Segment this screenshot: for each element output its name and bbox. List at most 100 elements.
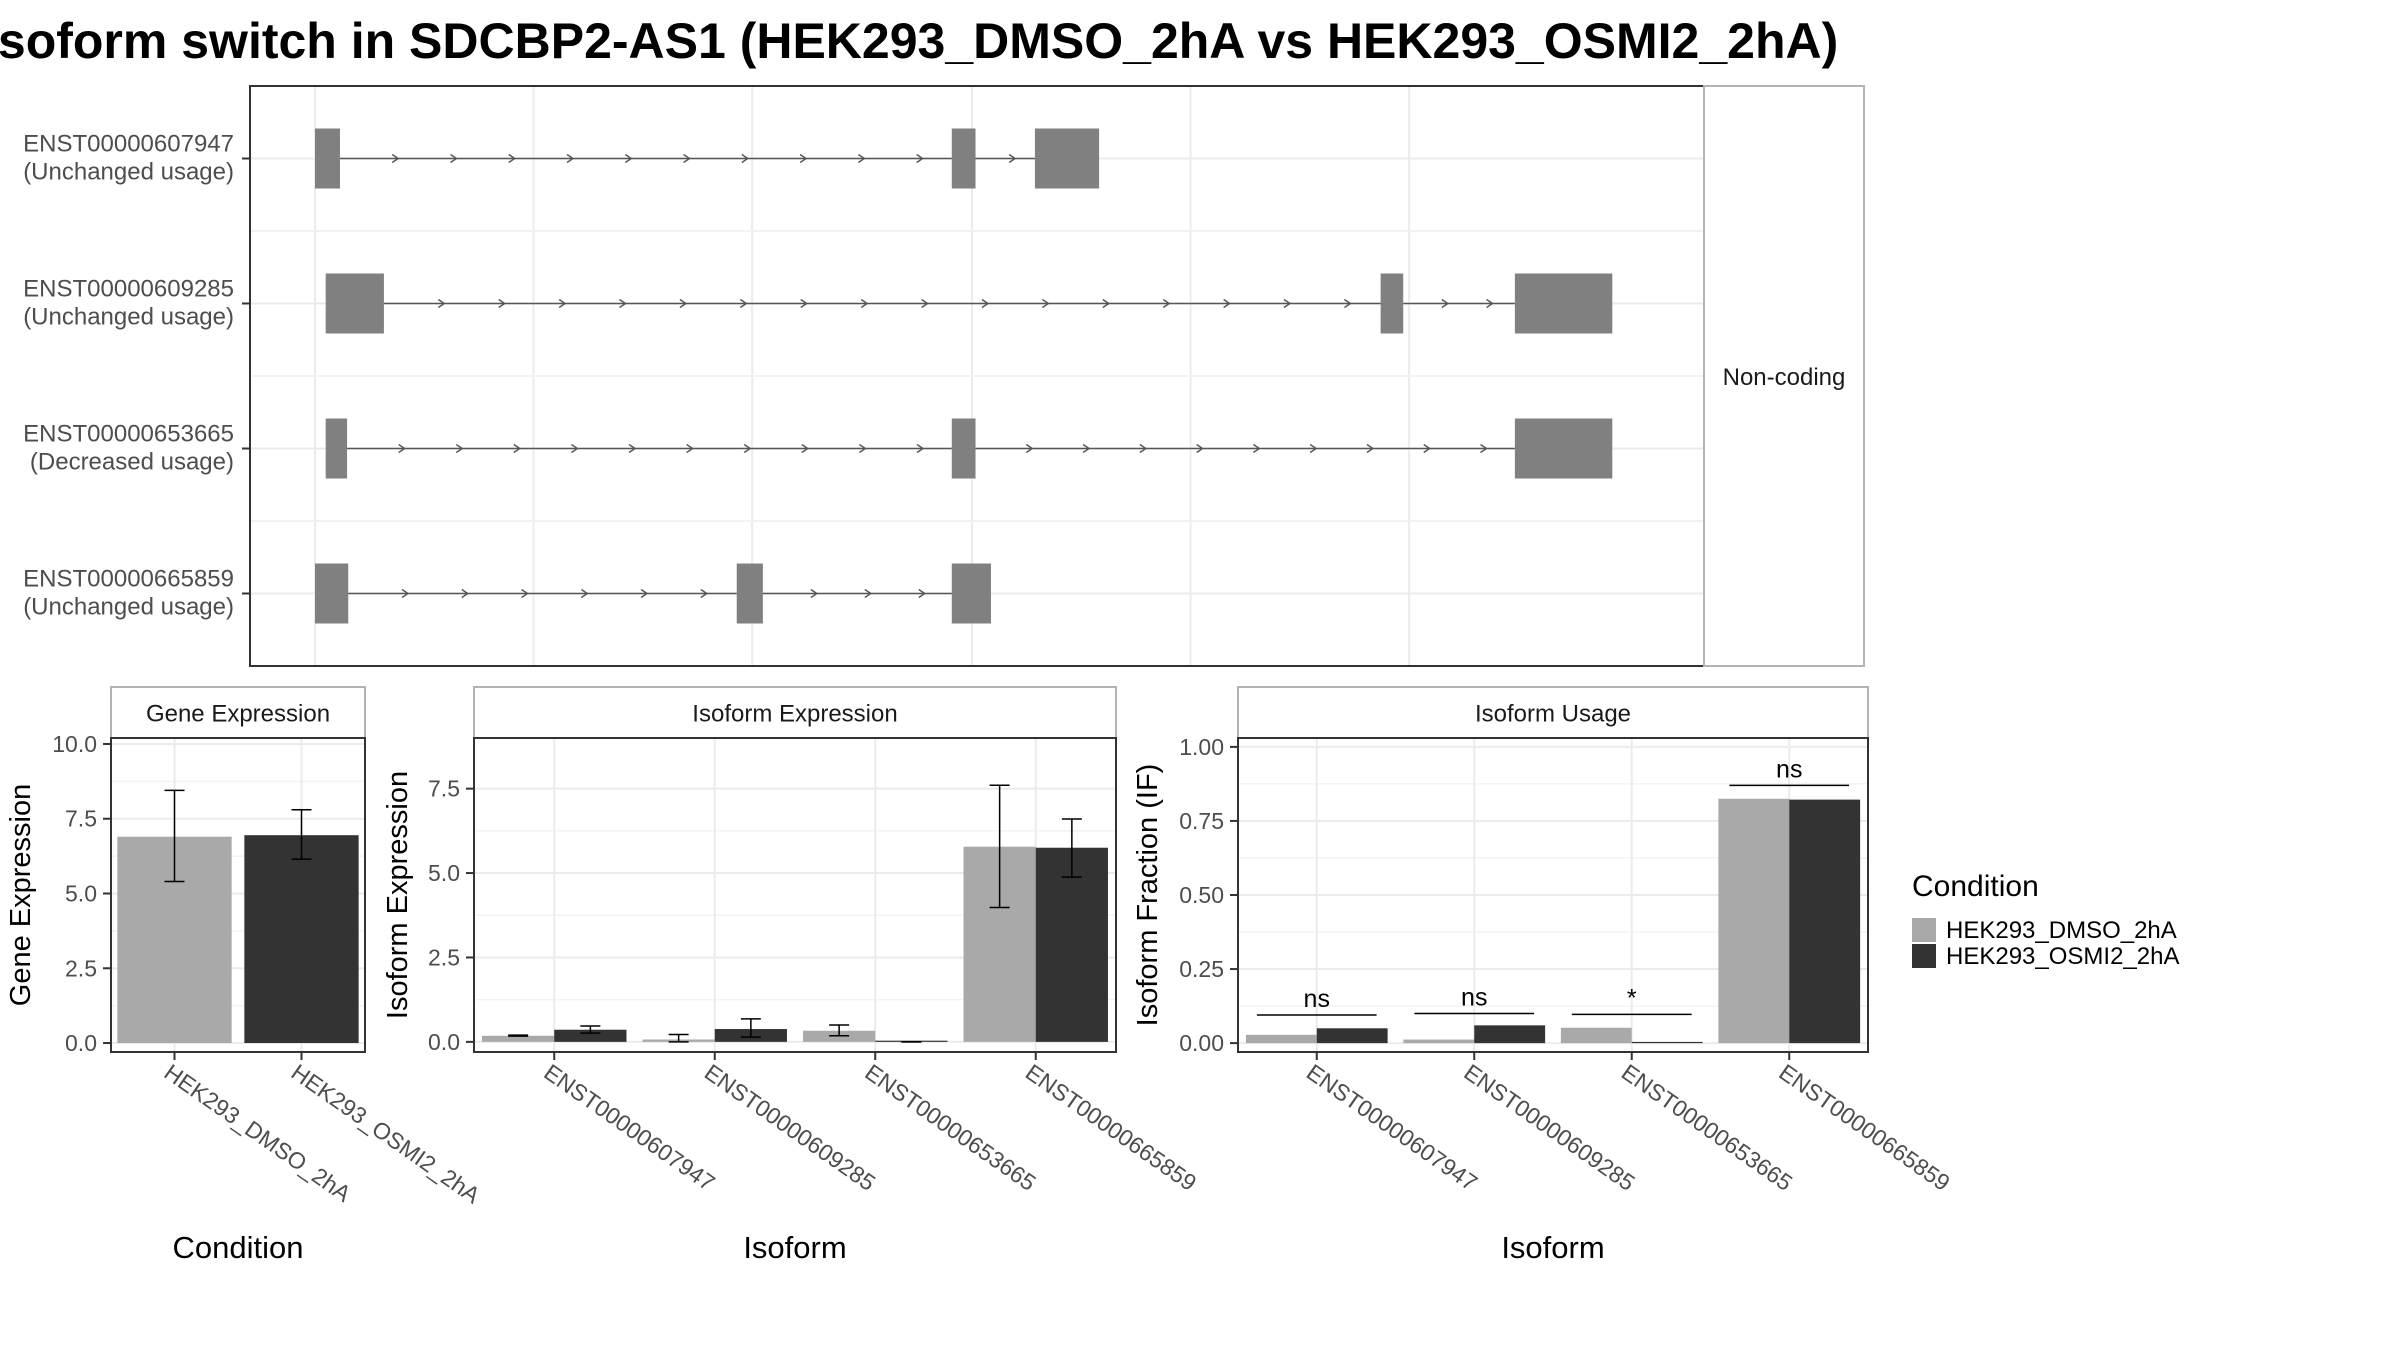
y-tick-label: 0.0 bbox=[428, 1029, 460, 1055]
significance-label: * bbox=[1627, 984, 1637, 1012]
panel-strip-label: Isoform Usage bbox=[1475, 701, 1631, 728]
transcript-label: ENST00000653665 (Decreased usage) bbox=[23, 421, 234, 476]
exon-block bbox=[951, 128, 976, 189]
intron-direction-arrow bbox=[398, 443, 406, 454]
transcript-structure-panel: ENST00000607947 (Unchanged usage)ENST0000… bbox=[23, 85, 1865, 667]
intron-direction-arrow bbox=[1082, 443, 1091, 454]
transcript-row-ENST00000653665: ENST00000653665 (Decreased usage) bbox=[23, 418, 1704, 479]
panel-border bbox=[473, 737, 1117, 1053]
transcript-usage-status: (Unchanged usage) bbox=[23, 594, 234, 621]
transcript-usage-status: (Unchanged usage) bbox=[23, 304, 234, 331]
intron-direction-arrow bbox=[743, 443, 752, 454]
transcript-row-ENST00000607947: ENST00000607947 (Unchanged usage) bbox=[23, 128, 1704, 189]
panel-strip bbox=[473, 686, 1117, 739]
transcript-usage-status: (Unchanged usage) bbox=[23, 159, 234, 186]
y-tick-label: 5.0 bbox=[65, 881, 97, 907]
intron-direction-arrow bbox=[450, 153, 458, 164]
intron-direction-arrow bbox=[700, 588, 709, 599]
legend-label-osmi2: HEK293_OSMI2_2hA bbox=[1946, 943, 2179, 970]
x-tick-label: ENST00000609285 bbox=[1459, 1059, 1639, 1196]
condition-legend: Condition HEK293_DMSO_2hA HEK293_OSMI2_2… bbox=[1912, 870, 2179, 970]
transcript-label: ENST00000665859 (Unchanged usage) bbox=[23, 566, 234, 621]
panel-strip-label: Gene Expression bbox=[146, 701, 330, 728]
bar bbox=[1245, 1034, 1317, 1044]
transcript-label: ENST00000607947 (Unchanged usage) bbox=[23, 131, 234, 186]
transcript-usage-status: (Decreased usage) bbox=[30, 449, 234, 476]
exon-block bbox=[315, 128, 340, 189]
intron-direction-arrow bbox=[391, 153, 400, 164]
panel-strip bbox=[1237, 686, 1869, 739]
y-axis-title: Isoform Fraction (IF) bbox=[1132, 764, 1164, 1027]
y-tick-label: 0.0 bbox=[65, 1030, 97, 1056]
intron-direction-arrow bbox=[508, 153, 517, 164]
transcript-id: ENST00000665859 bbox=[23, 566, 234, 593]
structure-facet-strip bbox=[1703, 85, 1865, 667]
intron-direction-arrow bbox=[498, 298, 506, 309]
legend-label-dmso: HEK293_DMSO_2hA bbox=[1946, 917, 2177, 944]
intron-direction-arrow bbox=[1162, 298, 1171, 309]
y-axis-title: Gene Expression bbox=[5, 784, 37, 1006]
intron-direction-arrow bbox=[801, 443, 810, 454]
legend-key-osmi2 bbox=[1912, 944, 1936, 968]
y-tick-label: 7.5 bbox=[428, 776, 460, 802]
transcript-id: ENST00000607947 bbox=[23, 131, 234, 158]
transcript-id: ENST00000609285 bbox=[23, 276, 234, 303]
legend-key-dmso bbox=[1912, 918, 1936, 942]
intron-direction-arrow bbox=[1025, 443, 1034, 454]
bar bbox=[1631, 1041, 1703, 1044]
y-tick-label: 2.5 bbox=[65, 955, 97, 981]
bar bbox=[1560, 1027, 1632, 1044]
exon-block bbox=[1380, 273, 1404, 334]
intron-direction-arrow bbox=[810, 588, 819, 599]
intron-direction-arrow bbox=[1139, 443, 1148, 454]
x-tick-label: ENST00000653665 bbox=[860, 1059, 1040, 1196]
exon-block bbox=[325, 418, 348, 479]
intron-direction-arrow bbox=[624, 153, 633, 164]
intron-direction-arrow bbox=[857, 153, 866, 164]
y-tick-label: 10.0 bbox=[52, 731, 97, 757]
intron-direction-arrow bbox=[1366, 443, 1375, 454]
intron-direction-arrow bbox=[1441, 298, 1450, 309]
x-tick-label: ENST00000665859 bbox=[1021, 1059, 1201, 1196]
x-axis-title: Isoform bbox=[1501, 1230, 1604, 1265]
exon-block bbox=[951, 418, 976, 479]
intron-direction-arrow bbox=[558, 298, 567, 309]
x-tick-label: ENST00000653665 bbox=[1617, 1059, 1797, 1196]
intron-direction-arrow bbox=[580, 588, 589, 599]
intron-direction-arrow bbox=[918, 588, 927, 599]
intron-direction-arrow bbox=[1008, 153, 1017, 164]
intron-direction-arrow bbox=[683, 153, 691, 164]
x-axis-title: Isoform bbox=[743, 1230, 846, 1265]
x-tick-label: ENST00000609285 bbox=[700, 1059, 880, 1196]
intron-direction-arrow bbox=[679, 298, 688, 309]
y-tick-label: 5.0 bbox=[428, 860, 460, 886]
bar bbox=[244, 835, 359, 1044]
y-tick-label: 1.00 bbox=[1179, 734, 1224, 760]
x-axis-title: Condition bbox=[173, 1230, 304, 1265]
intron-direction-arrow bbox=[461, 588, 470, 599]
y-tick-label: 2.5 bbox=[428, 944, 460, 970]
intron-direction-arrow bbox=[921, 298, 929, 309]
intron-direction-arrow bbox=[1223, 298, 1231, 309]
exon-block bbox=[951, 563, 991, 624]
intron-direction-arrow bbox=[860, 298, 869, 309]
intron-direction-arrow bbox=[619, 298, 627, 309]
intron-direction-arrow bbox=[521, 588, 529, 599]
intron-direction-arrow bbox=[741, 153, 750, 164]
y-tick-label: 0.50 bbox=[1179, 882, 1224, 908]
intron-direction-arrow bbox=[800, 298, 809, 309]
bar bbox=[554, 1029, 627, 1042]
intron-direction-arrow bbox=[455, 443, 464, 454]
bar bbox=[1035, 847, 1108, 1042]
intron-direction-arrow bbox=[1196, 443, 1204, 454]
intron-direction-arrow bbox=[566, 153, 575, 164]
intron-direction-arrow bbox=[916, 153, 924, 164]
panel-border bbox=[110, 737, 366, 1053]
intron-direction-arrow bbox=[401, 588, 410, 599]
legend-title: Condition bbox=[1912, 870, 2039, 903]
intron-direction-arrow bbox=[858, 443, 867, 454]
intron-direction-arrow bbox=[571, 443, 579, 454]
intron-direction-arrow bbox=[1283, 298, 1292, 309]
structure-facet-label: Non-coding bbox=[1723, 364, 1846, 391]
